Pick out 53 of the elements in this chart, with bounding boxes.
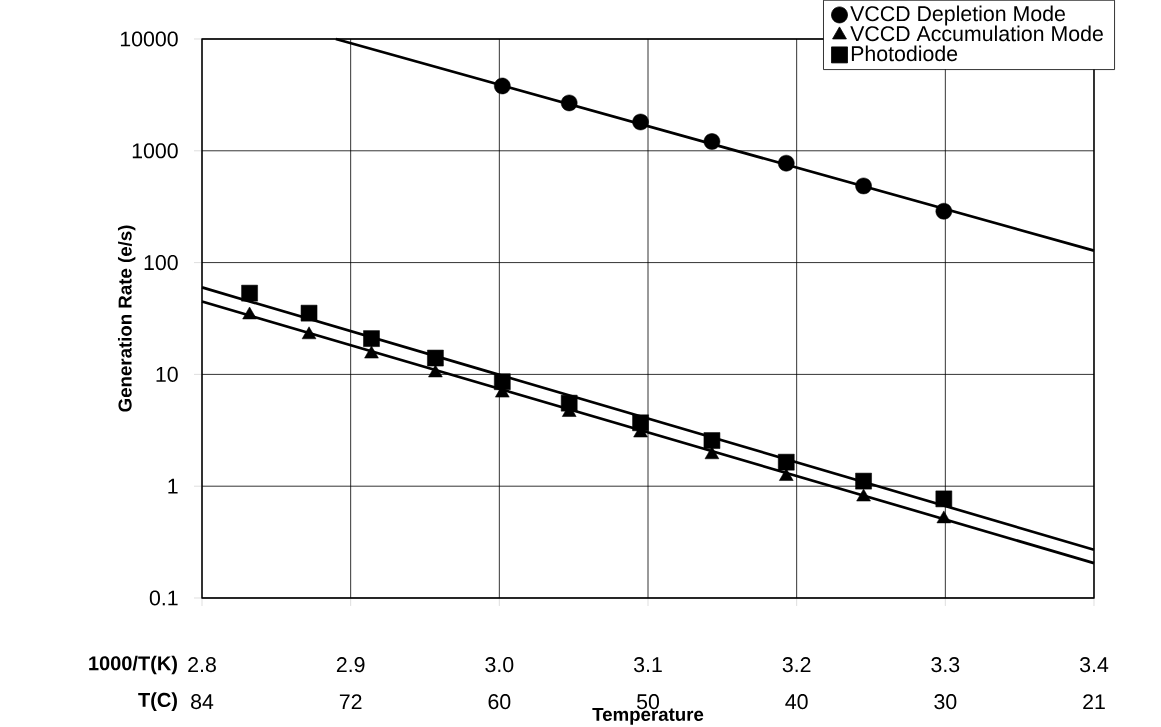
point	[300, 304, 318, 322]
x-tick-label: 3.1	[633, 657, 662, 673]
y-tick-label: 1	[168, 478, 178, 494]
text: 30	[934, 694, 957, 710]
point	[363, 330, 380, 347]
point	[301, 326, 317, 340]
point	[856, 488, 871, 502]
point	[935, 490, 953, 508]
legend-label: VCCD Depletion Mode	[850, 5, 1065, 26]
text: 40	[785, 694, 808, 710]
point	[777, 154, 795, 172]
x-tick-label: 3.4	[1079, 657, 1109, 673]
text: 21	[1083, 694, 1105, 710]
point	[703, 432, 721, 449]
text: 50	[637, 694, 660, 710]
point	[241, 284, 258, 302]
point	[560, 94, 578, 112]
x-axis-title: Temperature	[592, 707, 704, 725]
text: T(C)	[138, 692, 177, 711]
text: 72	[339, 694, 362, 710]
point	[935, 202, 953, 220]
point	[704, 446, 720, 460]
x-tick-label: 3.2	[782, 657, 811, 673]
point	[936, 510, 952, 524]
point	[777, 453, 795, 471]
legend-label: VCCD Accumulation Mode	[850, 25, 1103, 42]
y-axis-title: Generation Rate (e/s)	[117, 225, 136, 412]
point	[632, 414, 649, 432]
point	[855, 472, 872, 490]
x-tick-label: 2.9	[336, 657, 365, 673]
point	[632, 113, 649, 131]
point	[560, 394, 578, 412]
legend-label: Photodiode	[851, 45, 958, 62]
point	[364, 345, 379, 359]
point	[427, 349, 444, 367]
point	[855, 177, 872, 195]
x-tick-label: 3.0	[485, 657, 514, 673]
text: 1000/T(K)	[89, 655, 177, 675]
y-tick-label: 0.1	[149, 590, 178, 606]
point	[494, 373, 511, 390]
point	[779, 468, 794, 481]
text: 60	[488, 694, 511, 710]
y-tick-label: 1000	[132, 143, 178, 159]
y-tick-label: 100	[144, 255, 178, 271]
x-tick-label: 3.3	[931, 657, 960, 673]
point	[242, 306, 257, 320]
point	[703, 133, 721, 150]
text: 84	[191, 694, 214, 710]
point	[494, 77, 511, 95]
point	[428, 364, 443, 378]
x-tick-label: 2.8	[188, 657, 216, 673]
y-tick-label: 10000	[120, 31, 178, 47]
y-tick-label: 10	[156, 366, 178, 382]
